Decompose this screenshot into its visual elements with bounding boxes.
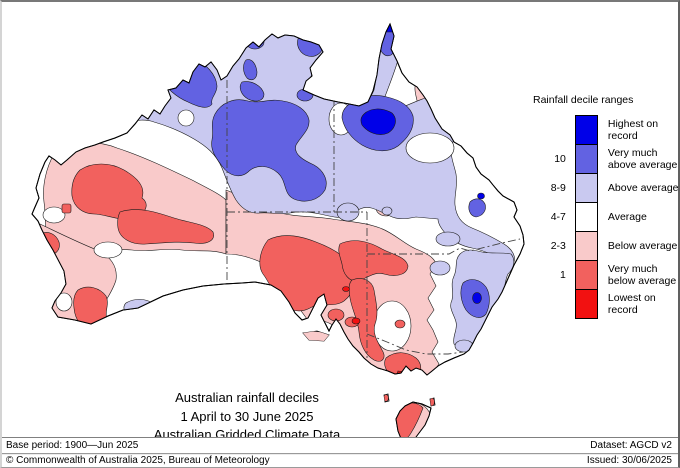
base-period-text: Base period: 1900—Jun 2025 <box>6 440 139 451</box>
legend-row-highest: Highest on record <box>533 115 678 145</box>
legend-decile-number: 2-3 <box>550 240 566 252</box>
legend-label: Very much above average <box>607 146 678 172</box>
footer-info-bar: Base period: 1900—Jun 2025 Dataset: AGCD… <box>2 437 678 454</box>
copyright-text: © Commonwealth of Australia 2025, Bureau… <box>6 455 270 466</box>
map-title-line1: Australian rainfall deciles <box>175 390 319 405</box>
legend-label: Average <box>607 210 647 223</box>
legend-label: Highest on record <box>607 117 659 143</box>
legend-swatch-lowest <box>574 289 598 319</box>
legend-swatch-very-much-above <box>574 144 598 174</box>
legend-swatch-above <box>574 173 598 203</box>
legend-row-average: 4-7 Average <box>533 202 678 232</box>
legend-row-very-much-below: 1 Very much below average <box>533 260 678 290</box>
legend-decile-number: 4-7 <box>550 211 566 223</box>
legend-decile-number: 10 <box>554 153 566 165</box>
issued-text: Issued: 30/06/2025 <box>586 455 672 466</box>
state-border-lines <box>226 80 521 358</box>
legend-swatch-highest <box>574 115 598 145</box>
very-much-below-average-regions <box>35 163 435 440</box>
legend-row-lowest: Lowest on record <box>533 289 678 319</box>
legend-decile-number: 8-9 <box>550 182 566 194</box>
footer-copyright-bar: © Commonwealth of Australia 2025, Bureau… <box>2 454 678 467</box>
average-holes <box>42 206 412 352</box>
dataset-text: Dataset: AGCD v2 <box>590 440 672 451</box>
legend-swatch-below <box>574 231 598 261</box>
rainfall-decile-legend: Rainfall decile ranges Highest on record… <box>533 94 679 319</box>
legend-swatch-average <box>574 202 598 232</box>
legend-label: Below average <box>607 239 678 252</box>
legend-swatch-very-much-below <box>574 260 598 290</box>
legend-decile-number: 1 <box>560 269 566 281</box>
legend-label: Very much below average <box>607 262 677 288</box>
legend-label: Lowest on record <box>607 291 656 317</box>
legend-row-above: 8-9 Above average <box>533 173 679 203</box>
map-title-line2: 1 April to 30 June 2025 <box>180 408 314 424</box>
legend-label: Above average <box>607 181 679 194</box>
legend-row-below: 2-3 Below average <box>533 231 678 261</box>
legend-row-very-much-above: 10 Very much above average <box>533 144 678 174</box>
legend-title: Rainfall decile ranges <box>533 94 634 106</box>
